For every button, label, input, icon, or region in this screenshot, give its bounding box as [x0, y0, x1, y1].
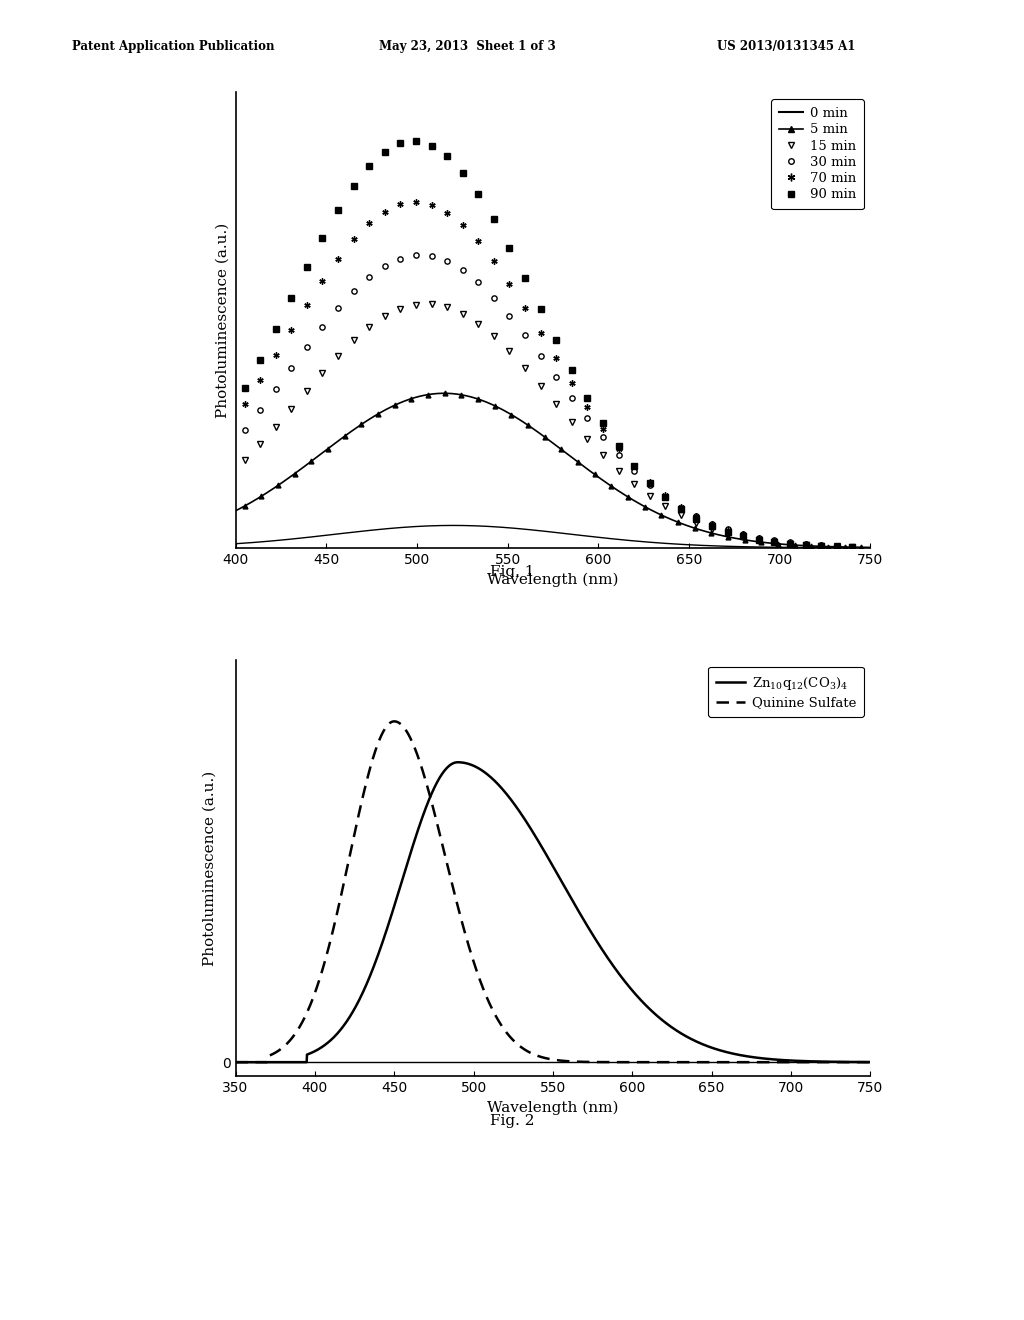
Text: Fig. 1: Fig. 1	[489, 565, 535, 578]
Text: Fig. 2: Fig. 2	[489, 1114, 535, 1127]
Legend: $\mathregular{Zn_{10}q_{12}(CO_3)_4}$, Quinine Sulfate: $\mathregular{Zn_{10}q_{12}(CO_3)_4}$, Q…	[708, 667, 864, 717]
Text: May 23, 2013  Sheet 1 of 3: May 23, 2013 Sheet 1 of 3	[379, 40, 556, 53]
Text: US 2013/0131345 A1: US 2013/0131345 A1	[717, 40, 855, 53]
Legend: 0 min, 5 min, 15 min, 30 min, 70 min, 90 min: 0 min, 5 min, 15 min, 30 min, 70 min, 90…	[771, 99, 864, 210]
Y-axis label: Photoluminescence (a.u.): Photoluminescence (a.u.)	[216, 223, 230, 417]
Text: Patent Application Publication: Patent Application Publication	[72, 40, 274, 53]
Y-axis label: Photoluminescence (a.u.): Photoluminescence (a.u.)	[203, 771, 216, 965]
X-axis label: Wavelength (nm): Wavelength (nm)	[487, 1100, 618, 1114]
X-axis label: Wavelength (nm): Wavelength (nm)	[487, 572, 618, 586]
